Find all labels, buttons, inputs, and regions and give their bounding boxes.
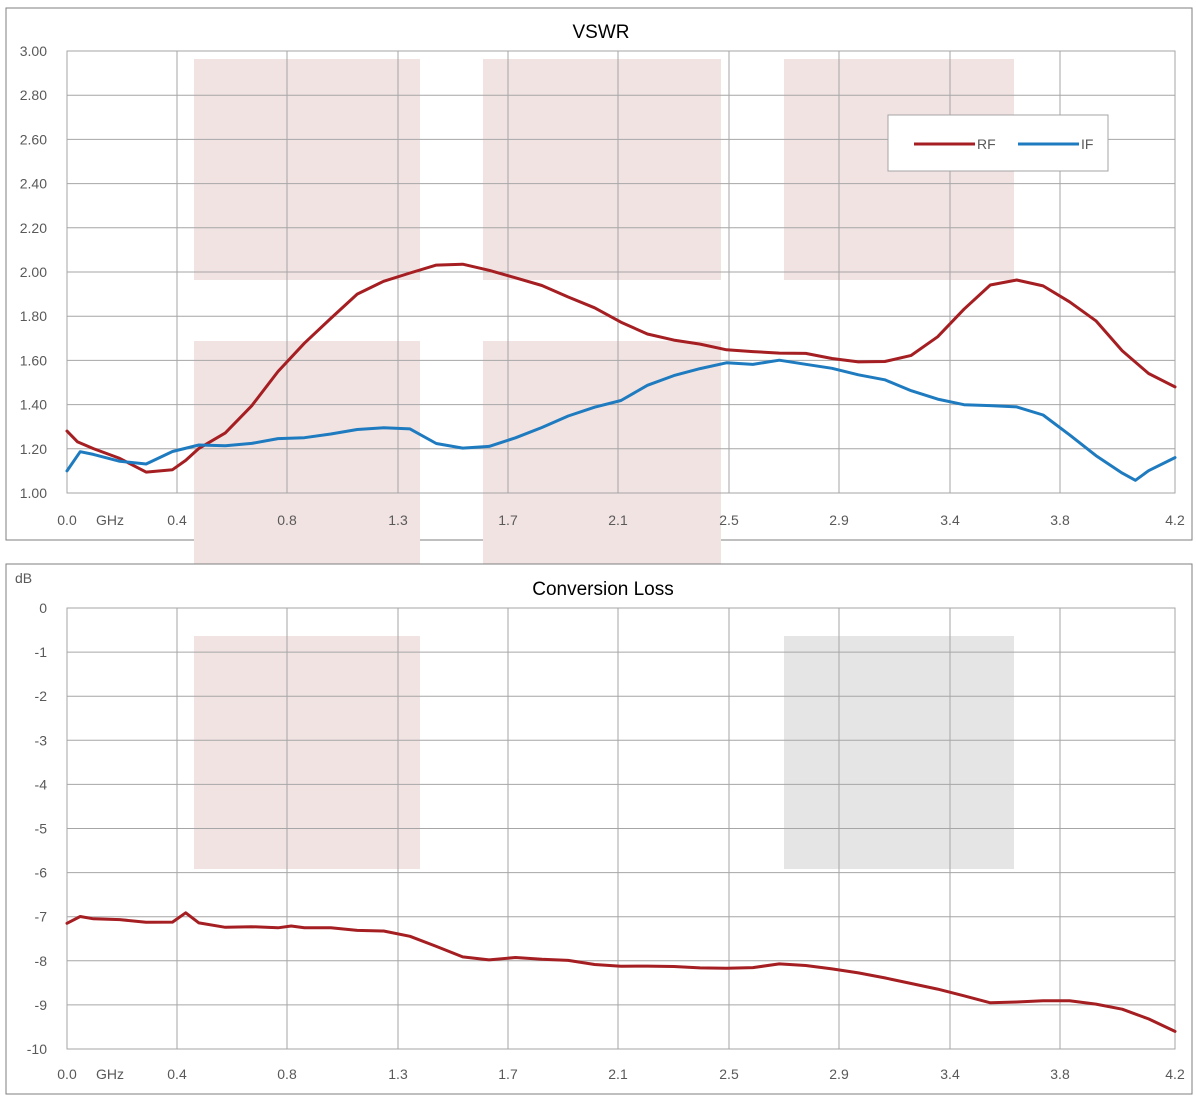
conversion-loss-band [784,636,1014,869]
conversion-loss-x-unit-label: GHz [96,1066,124,1082]
conversion-loss-x-tick-label: 2.5 [719,1066,739,1082]
conversion-loss-plot-border [66,607,1176,1050]
vswr-band [483,341,721,576]
vswr-x-tick-label: 3.4 [940,512,960,528]
conversion-loss-y-tick-label: -2 [35,688,48,704]
vswr-y-tick-label: 1.00 [20,485,47,501]
conversion-loss-x-tick-label: 1.7 [498,1066,518,1082]
vswr-band [483,59,721,280]
conversion-loss-chart: Conversion Loss dB 0 -1 -2 -3 -4 -5 -6 -7 -8 -9 -1… [5,563,1193,1095]
conversion-loss-series [65,911,1177,1033]
conversion-loss-x-tick-label: 2.9 [829,1066,849,1082]
vswr-y-tick-label: 1.40 [20,397,47,413]
vswr-x-tick-label: 2.5 [719,512,739,528]
conversion-loss-y-tick-label: -8 [35,953,48,969]
conversion-loss-y-tick-labels: 0 -1 -2 -3 -4 -5 -6 -7 -8 -9 -10 [27,600,47,1057]
vswr-band [194,341,420,576]
conversion-loss-y-tick-label: -4 [35,776,48,792]
conversion-loss-loss-line [65,911,1177,1033]
vswr-x-tick-label: 1.3 [388,512,408,528]
conversion-loss-chart-title: Conversion Loss [532,579,674,600]
vswr-x-tick-label: 0.4 [167,512,187,528]
vswr-x-tick-label: 0.0 [57,512,77,528]
conversion-loss-y-tick-label: 0 [39,600,47,616]
vswr-x-tick-labels: 0.0 0.4 0.8 1.3 1.7 2.1 2.5 2.9 3.4 3.8 4.2 [57,512,1185,528]
conversion-loss-y-tick-label: -3 [35,732,48,748]
vswr-grid [66,50,1176,494]
vswr-plot-border [66,50,1176,494]
conversion-loss-x-tick-label: 0.0 [57,1066,77,1082]
conversion-loss-y-tick-label: -10 [27,1041,47,1057]
legend-if-label: IF [1081,136,1093,152]
vswr-band [194,59,420,280]
conversion-loss-x-tick-label: 3.8 [1050,1066,1070,1082]
vswr-y-tick-label: 2.40 [20,176,47,192]
vswr-x-unit-label: GHz [96,512,124,528]
conversion-loss-y-tick-label: -7 [35,909,48,925]
vswr-y-tick-labels: 3.00 2.80 2.60 2.40 2.20 2.00 1.80 1.60 1.40 1.20… [20,43,47,501]
conversion-loss-x-tick-label: 0.4 [167,1066,187,1082]
legend-rf-label: RF [977,136,996,152]
conversion-loss-grid [66,607,1176,1050]
vswr-y-tick-label: 1.20 [20,441,47,457]
vswr-if-line [65,358,1177,482]
conversion-loss-x-tick-label: 2.1 [608,1066,628,1082]
vswr-legend: RF IF [887,114,1109,172]
vswr-chart: VSWR 3.00 2.80 2.60 2.40 2.20 2.00 1.80 1.60 1.4… [5,7,1193,576]
vswr-y-tick-label: 1.80 [20,308,47,324]
vswr-y-tick-label: 2.80 [20,87,47,103]
conversion-loss-y-axis-label: dB [15,570,32,586]
vswr-x-tick-label: 3.8 [1050,512,1070,528]
vswr-x-tick-label: 1.7 [498,512,518,528]
conversion-loss-y-tick-label: -1 [35,644,48,660]
vswr-x-tick-label: 2.1 [608,512,628,528]
vswr-y-tick-label: 2.60 [20,131,47,147]
vswr-rf-line [65,262,1177,474]
conversion-loss-x-tick-label: 4.2 [1165,1066,1185,1082]
vswr-series [65,262,1177,482]
conversion-loss-x-tick-label: 3.4 [940,1066,960,1082]
conversion-loss-x-tick-label: 1.3 [388,1066,408,1082]
vswr-chart-title: VSWR [573,22,630,43]
vswr-x-tick-label: 4.2 [1165,512,1185,528]
conversion-loss-y-tick-label: -6 [35,865,48,881]
conversion-loss-x-tick-labels: 0.0 0.4 0.8 1.3 1.7 2.1 2.5 2.9 3.4 3.8 4.2 [57,1066,1185,1082]
conversion-loss-y-tick-label: -9 [35,997,48,1013]
vswr-y-tick-label: 2.20 [20,220,47,236]
conversion-loss-band [194,636,420,869]
vswr-x-tick-label: 2.9 [829,512,849,528]
conversion-loss-y-tick-label: -5 [35,821,48,837]
vswr-y-tick-label: 3.00 [20,43,47,59]
conversion-loss-x-tick-label: 0.8 [277,1066,297,1082]
vswr-y-tick-label: 2.00 [20,264,47,280]
vswr-y-tick-label: 1.60 [20,352,47,368]
vswr-x-tick-label: 0.8 [277,512,297,528]
